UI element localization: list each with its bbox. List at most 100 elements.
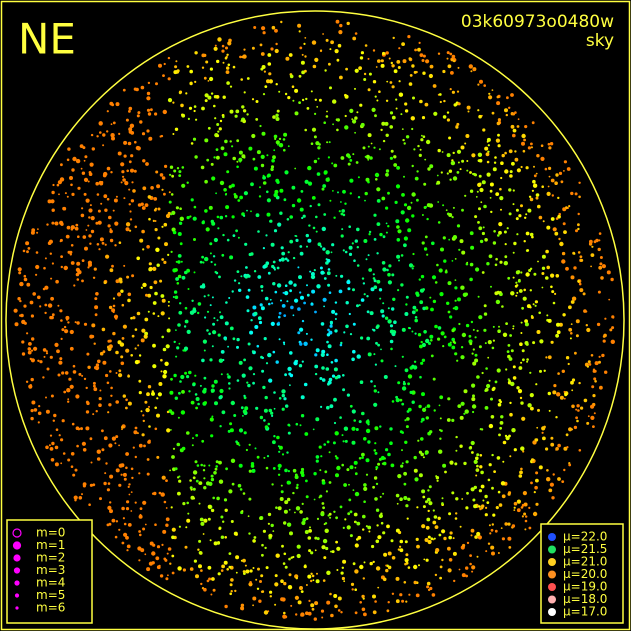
- star: [209, 67, 213, 71]
- legend-label: m=0: [36, 526, 65, 540]
- star: [201, 53, 206, 58]
- star: [190, 142, 194, 145]
- star: [117, 151, 122, 156]
- legend-symbol: [548, 583, 556, 591]
- star: [97, 220, 102, 225]
- star: [426, 203, 431, 208]
- star: [328, 141, 331, 144]
- star: [593, 377, 597, 381]
- star: [177, 491, 181, 496]
- star: [271, 25, 276, 30]
- star: [334, 431, 339, 436]
- star: [102, 133, 106, 137]
- star: [406, 417, 410, 421]
- star: [314, 536, 318, 540]
- star: [533, 491, 536, 494]
- star: [245, 569, 250, 574]
- star: [590, 354, 594, 357]
- star: [495, 138, 500, 143]
- star: [372, 560, 375, 564]
- star: [404, 558, 409, 563]
- star: [147, 310, 150, 313]
- star: [478, 207, 481, 211]
- star: [253, 270, 257, 273]
- star: [274, 574, 278, 578]
- star: [120, 162, 125, 167]
- star: [217, 333, 221, 337]
- star: [129, 123, 135, 128]
- star: [123, 154, 127, 158]
- star: [311, 289, 316, 294]
- star: [349, 465, 354, 470]
- star: [274, 582, 279, 587]
- star: [210, 260, 213, 264]
- star: [195, 406, 199, 410]
- star: [320, 405, 323, 408]
- star: [370, 287, 375, 292]
- star: [165, 507, 168, 509]
- star: [312, 428, 315, 431]
- star: [373, 385, 376, 388]
- star: [151, 561, 155, 565]
- star: [342, 249, 345, 252]
- star: [123, 197, 126, 200]
- star: [454, 299, 457, 302]
- star: [287, 145, 290, 148]
- star: [125, 507, 130, 511]
- legend-symbol: [12, 541, 22, 550]
- star: [272, 350, 276, 354]
- star: [504, 243, 507, 246]
- star: [516, 125, 520, 128]
- star: [586, 327, 591, 333]
- star: [537, 260, 539, 263]
- star: [103, 194, 108, 199]
- star: [242, 570, 246, 573]
- star: [314, 98, 317, 102]
- star: [102, 360, 107, 365]
- star: [203, 477, 206, 480]
- star: [242, 492, 246, 495]
- star: [317, 146, 321, 150]
- star: [484, 238, 488, 242]
- star: [492, 167, 497, 172]
- star: [67, 398, 70, 401]
- star: [484, 406, 489, 410]
- star: [225, 205, 230, 210]
- star: [167, 304, 170, 307]
- star: [515, 217, 519, 221]
- star: [58, 360, 63, 365]
- star: [275, 113, 279, 118]
- star: [578, 282, 582, 286]
- star: [216, 319, 219, 322]
- star: [183, 325, 187, 328]
- star: [510, 291, 515, 296]
- star: [273, 229, 278, 233]
- star: [513, 501, 518, 506]
- star: [480, 201, 483, 204]
- star: [144, 331, 149, 336]
- star: [546, 225, 551, 230]
- star: [351, 409, 356, 414]
- star: [400, 210, 405, 215]
- star: [407, 566, 411, 569]
- star: [363, 612, 367, 617]
- star: [83, 377, 87, 381]
- star: [217, 130, 220, 133]
- star: [381, 261, 386, 265]
- star: [479, 187, 484, 193]
- star: [262, 385, 266, 390]
- star: [207, 565, 212, 570]
- star: [214, 467, 218, 471]
- star: [550, 442, 555, 447]
- star: [235, 571, 238, 574]
- star: [134, 328, 138, 331]
- star: [489, 197, 492, 199]
- star: [212, 255, 216, 258]
- star: [266, 198, 271, 203]
- star: [490, 528, 494, 532]
- star: [26, 282, 31, 287]
- star: [49, 434, 53, 437]
- star: [397, 289, 400, 292]
- star: [229, 109, 234, 114]
